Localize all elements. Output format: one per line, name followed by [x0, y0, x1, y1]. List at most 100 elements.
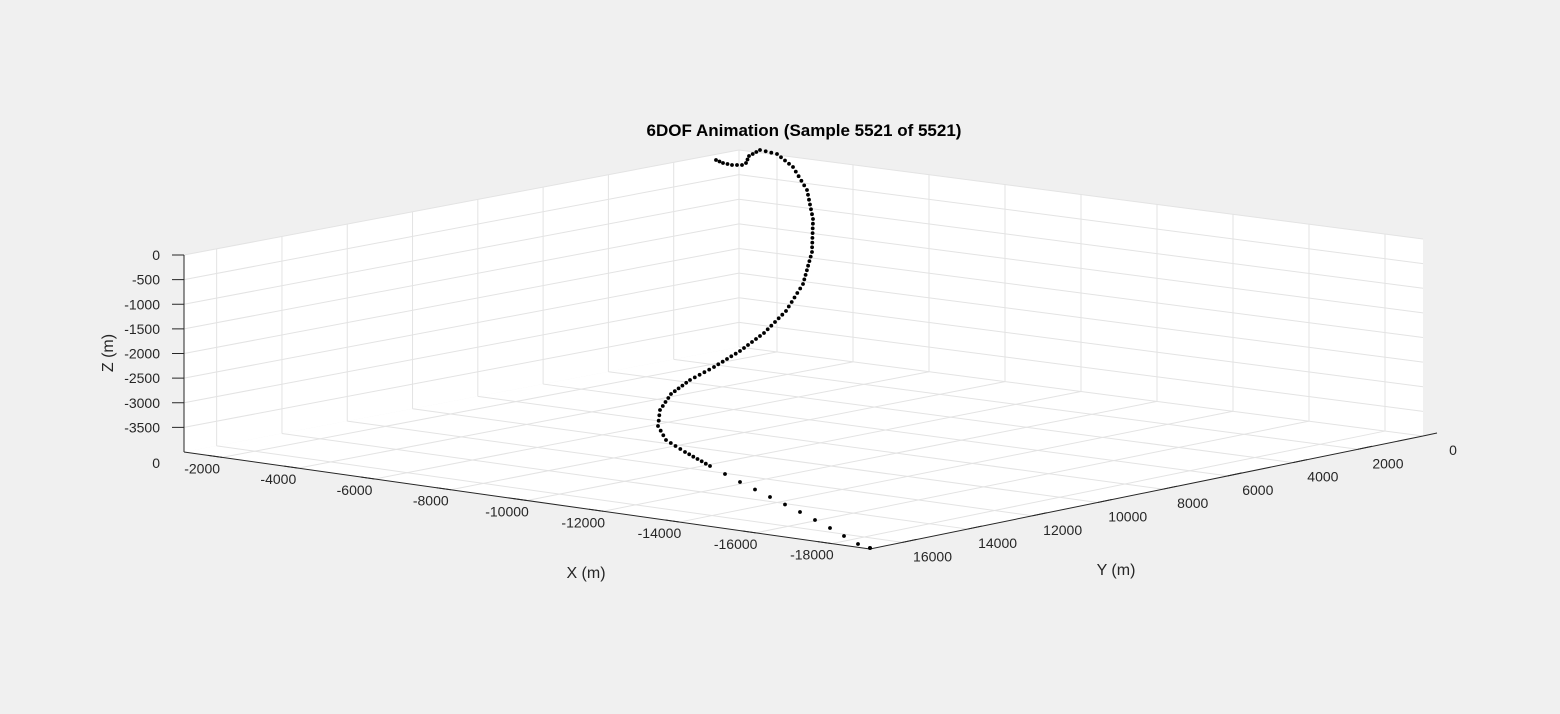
trajectory-point	[793, 169, 798, 174]
trajectory-point	[738, 349, 742, 353]
trajectory-point	[805, 268, 809, 273]
grid-line-z	[183, 248, 740, 354]
y-tick-label: 8000	[1177, 495, 1208, 511]
z-base-label: 0	[152, 455, 160, 471]
grid-line-y	[347, 420, 1033, 517]
trajectory-point	[703, 461, 708, 466]
grid-line-z	[183, 272, 740, 379]
grid-line-z	[738, 174, 1424, 265]
y-tick-label: 6000	[1242, 482, 1273, 498]
grid-line-x	[450, 381, 1006, 491]
trajectory-point	[810, 245, 814, 250]
trajectory-point	[796, 174, 801, 179]
trajectory-point	[697, 372, 702, 377]
trajectory-point	[768, 495, 772, 499]
grid-line-x	[526, 391, 1082, 501]
trajectory-point	[805, 188, 809, 192]
x-tick-label: -18000	[790, 547, 834, 563]
trajectory-point	[791, 165, 795, 169]
x-axis-line	[183, 451, 871, 550]
trajectory-point	[714, 158, 718, 162]
trajectory-point	[658, 428, 663, 433]
trajectory-point	[792, 295, 797, 300]
grid-lines	[183, 149, 1424, 549]
trajectory-point	[729, 354, 734, 359]
trajectory-point	[810, 226, 815, 231]
trajectory-point	[775, 152, 779, 156]
trajectory-point	[802, 277, 807, 282]
trajectory-point	[656, 418, 661, 423]
trajectory-point	[735, 163, 739, 167]
trajectory-point	[765, 327, 770, 332]
trajectory-point	[725, 357, 729, 361]
trajectory-point	[769, 150, 774, 155]
trajectory-point	[769, 323, 774, 328]
grid-line-z	[183, 223, 740, 330]
grid-line-x	[222, 351, 778, 458]
trajectory-point	[720, 359, 725, 364]
axes-lines	[172, 254, 1438, 550]
trajectory-point	[712, 365, 716, 369]
trajectory-point	[806, 263, 810, 268]
chart-title: 6DOF Animation (Sample 5521 of 5521)	[647, 121, 962, 140]
grid-line-y	[281, 432, 968, 530]
trajectory-point	[687, 452, 692, 457]
grid-line-z	[183, 198, 740, 305]
x-tick-label: -8000	[413, 493, 449, 509]
trajectory-point	[802, 183, 807, 188]
trajectory-point	[783, 158, 787, 163]
trajectory-point	[664, 438, 668, 442]
trajectory-point	[725, 162, 730, 166]
x-tick-label: -2000	[184, 460, 220, 476]
y-tick-label: 2000	[1372, 455, 1403, 471]
x-tick-label: -14000	[638, 525, 682, 541]
grid-line-z	[738, 149, 1424, 240]
trajectory-point	[776, 316, 781, 321]
trajectory-point	[783, 502, 787, 507]
trajectory-point	[856, 542, 860, 546]
trajectory-point	[773, 320, 777, 324]
trajectory-point	[733, 351, 738, 356]
trajectory-point	[807, 197, 811, 202]
z-tick-label: -1500	[124, 321, 160, 337]
trajectory-point	[747, 154, 751, 158]
trajectory-series	[656, 148, 872, 550]
y-tick-label: 0	[1449, 442, 1457, 458]
trajectory-point	[779, 155, 783, 160]
y-tick-label: 12000	[1043, 522, 1082, 538]
grid-line-x	[603, 400, 1158, 512]
trajectory-point	[656, 424, 660, 428]
trajectory-point	[716, 362, 721, 367]
grid-line-x	[755, 420, 1310, 534]
grid-line-x	[679, 410, 1234, 523]
grid-line-z	[738, 272, 1424, 363]
y-tick-label: 14000	[978, 535, 1017, 551]
trajectory-point	[787, 161, 791, 166]
z-tick-label: -2000	[124, 346, 160, 362]
trajectory-point	[798, 510, 802, 514]
trajectory-point	[801, 282, 805, 286]
trajectory-point	[786, 304, 791, 309]
trajectory-point	[672, 389, 677, 394]
trajectory-point	[688, 378, 692, 382]
trajectory-point	[798, 286, 803, 291]
trajectory-point	[750, 152, 755, 156]
trajectory-point	[695, 457, 700, 461]
trajectory-point	[745, 157, 750, 162]
trajectory-point	[692, 375, 697, 380]
trajectory-point	[750, 340, 754, 344]
grid-line-z	[183, 297, 740, 404]
grid-line-z	[738, 297, 1424, 388]
trajectory-point	[684, 380, 689, 385]
trajectory-point	[810, 236, 815, 240]
y-tick-label: 4000	[1307, 469, 1338, 485]
trajectory-point	[663, 400, 668, 404]
z-tick-label: 0	[152, 247, 160, 263]
trajectory-point	[680, 383, 685, 388]
grid-line-z	[738, 223, 1424, 314]
trajectory-point	[807, 259, 812, 263]
grid-line-z	[183, 174, 740, 281]
trajectory-point	[784, 309, 788, 313]
trajectory-point	[708, 464, 712, 468]
